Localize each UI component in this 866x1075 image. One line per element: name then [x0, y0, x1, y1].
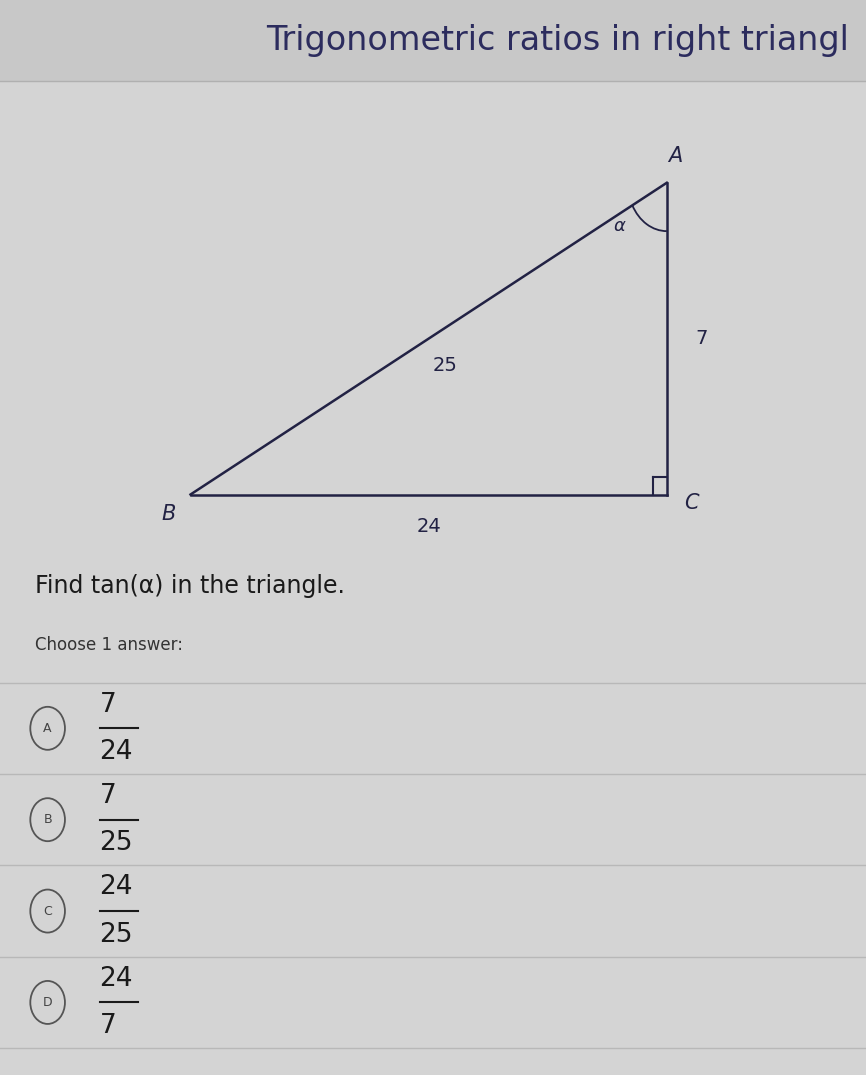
- Text: 7: 7: [100, 691, 116, 718]
- Text: α: α: [613, 217, 625, 234]
- Text: 25: 25: [100, 921, 133, 948]
- Text: C: C: [43, 904, 52, 918]
- Text: 24: 24: [100, 874, 133, 901]
- Text: B: B: [43, 813, 52, 827]
- Text: 25: 25: [100, 830, 133, 857]
- Text: 7: 7: [100, 783, 116, 809]
- Text: 7: 7: [695, 329, 708, 348]
- Text: Trigonometric ratios in right triangl: Trigonometric ratios in right triangl: [266, 24, 849, 57]
- Text: Find tan(α) in the triangle.: Find tan(α) in the triangle.: [35, 574, 345, 598]
- Text: 24: 24: [100, 965, 133, 992]
- Text: C: C: [684, 493, 698, 513]
- Text: A: A: [669, 146, 682, 166]
- Text: B: B: [162, 504, 176, 524]
- Text: Choose 1 answer:: Choose 1 answer:: [35, 636, 183, 654]
- Text: 25: 25: [432, 357, 457, 375]
- Text: D: D: [42, 995, 53, 1009]
- Text: 24: 24: [417, 517, 441, 536]
- Text: A: A: [43, 721, 52, 735]
- Text: 24: 24: [100, 739, 133, 765]
- Text: 7: 7: [100, 1013, 116, 1040]
- Bar: [0, 0, 866, 81]
